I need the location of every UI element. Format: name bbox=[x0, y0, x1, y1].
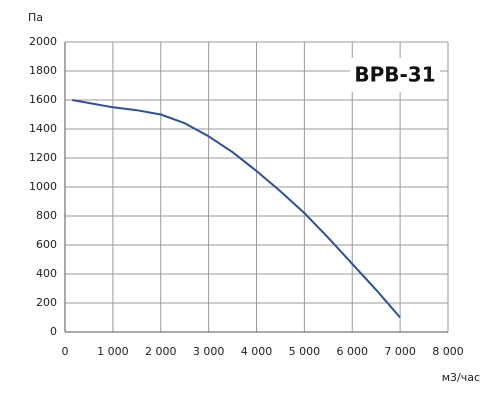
y-tick-label: 600 bbox=[36, 238, 57, 251]
x-tick-label: 2 000 bbox=[145, 345, 177, 358]
x-tick-label: 3 000 bbox=[193, 345, 225, 358]
x-tick-label: 6 000 bbox=[337, 345, 369, 358]
y-tick-label: 1600 bbox=[29, 93, 57, 106]
y-tick-label: 1000 bbox=[29, 180, 57, 193]
y-tick-label: 1400 bbox=[29, 122, 57, 135]
x-tick-label: 1 000 bbox=[97, 345, 129, 358]
curve bbox=[72, 99, 401, 319]
x-tick-label: 5 000 bbox=[289, 345, 321, 358]
x-tick-label: 0 bbox=[62, 345, 69, 358]
y-tick-label: 0 bbox=[50, 325, 57, 338]
x-tick-label: 4 000 bbox=[241, 345, 273, 358]
chart-title: ВРВ-31 bbox=[354, 63, 435, 87]
y-tick-label: 800 bbox=[36, 209, 57, 222]
x-axis-label: м3/час bbox=[442, 371, 480, 384]
y-tick-label: 400 bbox=[36, 267, 57, 280]
title-background bbox=[350, 58, 440, 92]
y-tick-label: 2000 bbox=[29, 35, 57, 48]
y-tick-label: 1800 bbox=[29, 64, 57, 77]
y-axis-label: Па bbox=[28, 11, 43, 24]
x-tick-label: 7 000 bbox=[384, 345, 416, 358]
y-tick-label: 1200 bbox=[29, 151, 57, 164]
x-tick-label: 8 000 bbox=[432, 345, 464, 358]
y-tick-label: 200 bbox=[36, 296, 57, 309]
